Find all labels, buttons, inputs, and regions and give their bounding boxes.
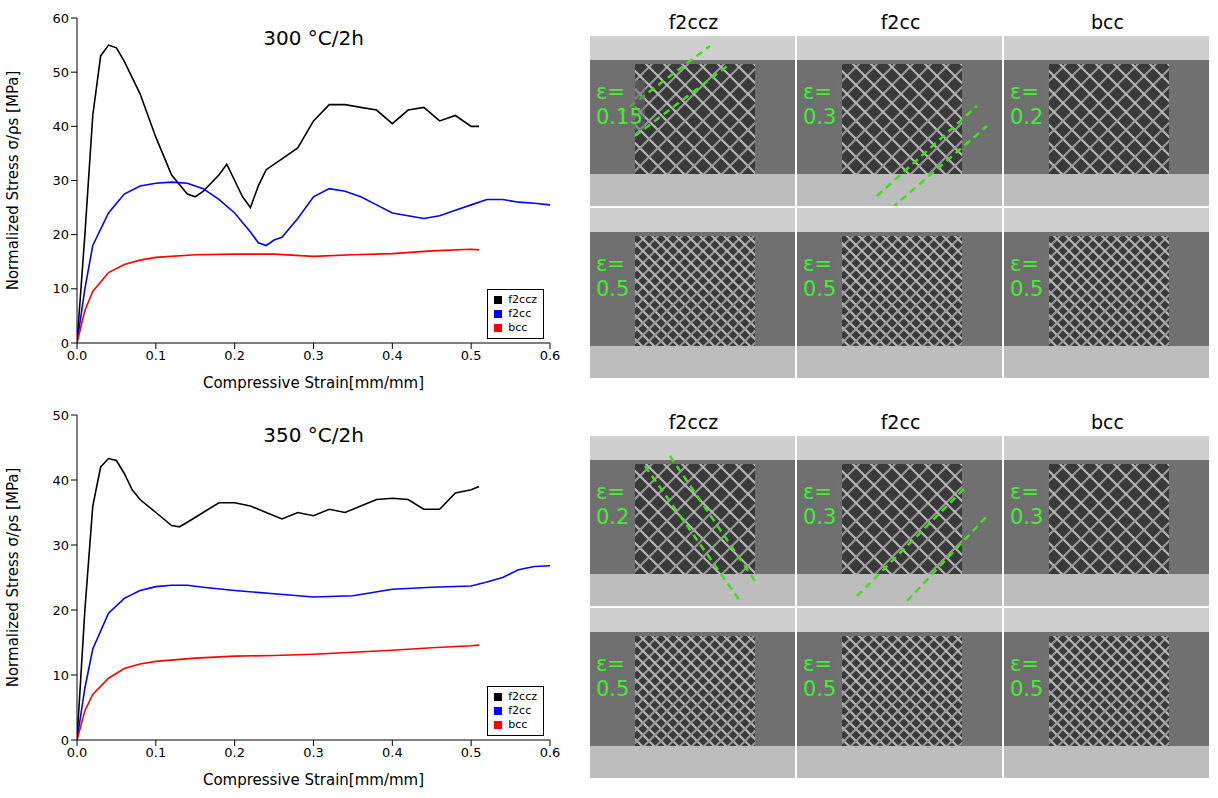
- html-text:bcc: bcc: [1091, 411, 1124, 433]
- svg-text:Normalized Stress σ/ρs [MPa]: Normalized Stress σ/ρs [MPa]: [4, 71, 22, 291]
- svg-text:0.3: 0.3: [303, 745, 324, 760]
- svg-text:0.3: 0.3: [303, 348, 324, 363]
- html-text:0.3: 0.3: [803, 105, 837, 129]
- svg-text:0: 0: [61, 336, 69, 351]
- svg-text:0.0: 0.0: [67, 745, 88, 760]
- svg-text:50: 50: [52, 65, 69, 80]
- svg-text:30: 30: [52, 538, 69, 553]
- svg-text:0.6: 0.6: [540, 745, 561, 760]
- html-text:bcc: bcc: [1091, 11, 1124, 33]
- html-text:bcc: bcc: [508, 321, 528, 334]
- html-text:0.5: 0.5: [1010, 677, 1044, 701]
- svg-text:0.6: 0.6: [540, 348, 561, 363]
- svg-text:10: 10: [52, 281, 69, 296]
- svg-text:0.1: 0.1: [145, 745, 166, 760]
- svg-text:40: 40: [52, 473, 69, 488]
- svg-text:20: 20: [52, 603, 69, 618]
- html-text:f2cc: f2cc: [880, 411, 921, 433]
- html-text:ε=: ε=: [1010, 480, 1039, 504]
- svg-text:Compressive Strain[mm/mm]: Compressive Strain[mm/mm]: [203, 374, 424, 392]
- html-text:f2ccz: f2ccz: [668, 11, 719, 33]
- html-text:f2ccz: f2ccz: [668, 411, 719, 433]
- html-text:ε=: ε=: [803, 252, 832, 276]
- svg-text:0.5: 0.5: [461, 348, 482, 363]
- html-text:ε=: ε=: [803, 480, 832, 504]
- svg-text:0.0: 0.0: [67, 348, 88, 363]
- html-text:f2cc: f2cc: [508, 704, 532, 717]
- svg-text:0.1: 0.1: [145, 348, 166, 363]
- html-text:0.5: 0.5: [803, 677, 837, 701]
- html-text:f2cc: f2cc: [508, 307, 532, 320]
- html-text:bcc: bcc: [508, 718, 528, 731]
- svg-text:10: 10: [52, 668, 69, 683]
- html-text:f2ccz: f2ccz: [508, 690, 537, 703]
- html-text:0.5: 0.5: [596, 677, 630, 701]
- html-text:ε=: ε=: [1010, 80, 1039, 104]
- html-text:0.5: 0.5: [803, 277, 837, 301]
- html-text:0.15: 0.15: [596, 105, 643, 129]
- svg-text:0: 0: [61, 733, 69, 748]
- html-text:ε=: ε=: [596, 252, 625, 276]
- svg-text:20: 20: [52, 227, 69, 242]
- svg-text:0.4: 0.4: [382, 745, 403, 760]
- svg-text:0.5: 0.5: [461, 745, 482, 760]
- svg-text:0.2: 0.2: [224, 745, 245, 760]
- svg-text:0.2: 0.2: [224, 348, 245, 363]
- svg-text:Normalized Stress σ/ρs [MPa]: Normalized Stress σ/ρs [MPa]: [4, 468, 22, 688]
- html-text:ε=: ε=: [1010, 252, 1039, 276]
- svg-text:30: 30: [52, 173, 69, 188]
- html-text:0.5: 0.5: [596, 277, 630, 301]
- html-text:ε=: ε=: [803, 652, 832, 676]
- html-text:0.2: 0.2: [596, 505, 630, 529]
- html-text:ε=: ε=: [1010, 652, 1039, 676]
- html-text:0.5: 0.5: [1010, 277, 1044, 301]
- html-text:ε=: ε=: [596, 652, 625, 676]
- html-text:ε=: ε=: [596, 480, 625, 504]
- svg-text:40: 40: [52, 119, 69, 134]
- html-text:ε=: ε=: [803, 80, 832, 104]
- svg-text:Compressive Strain[mm/mm]: Compressive Strain[mm/mm]: [203, 771, 424, 789]
- html-text:0.2: 0.2: [1010, 105, 1044, 129]
- svg-text:60: 60: [52, 11, 69, 26]
- svg-text:0.4: 0.4: [382, 348, 403, 363]
- html-text:f2ccz: f2ccz: [508, 293, 537, 306]
- html-text:0.3: 0.3: [803, 505, 837, 529]
- html-text:300 °C/2h: 300 °C/2h: [263, 26, 364, 50]
- html-text:f2cc: f2cc: [880, 11, 921, 33]
- html-text:ε=: ε=: [596, 80, 625, 104]
- html-text:0.3: 0.3: [1010, 505, 1044, 529]
- svg-text:50: 50: [52, 408, 69, 423]
- html-text:350 °C/2h: 350 °C/2h: [263, 423, 364, 447]
